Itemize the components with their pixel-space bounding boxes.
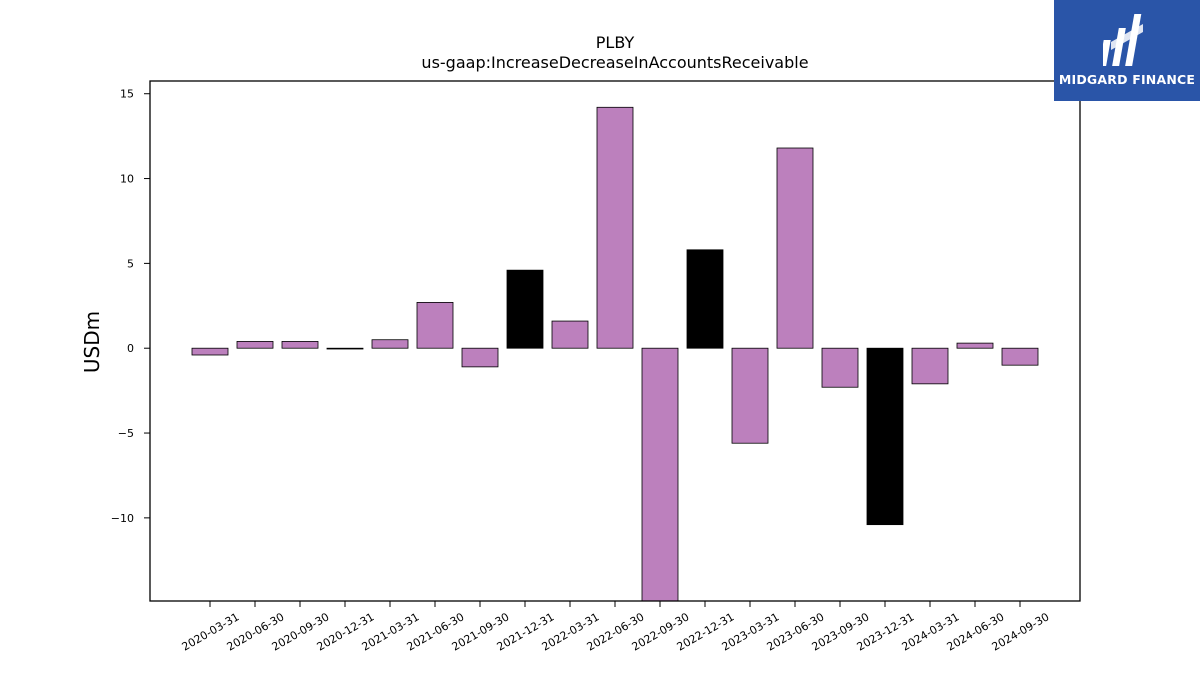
bar-2024-03-31 [911,347,949,385]
bar-2023-12-31 [866,347,904,526]
bar-2022-12-31 [686,249,724,349]
midgard-logo-icon [1103,14,1143,66]
bar-2021-09-30 [461,347,499,368]
bar-2022-03-31 [551,320,589,349]
bars-group [191,106,1039,602]
y-tick-label: 10 [120,173,134,186]
bar-2020-09-30 [281,341,319,349]
bar-2022-09-30 [641,347,679,602]
y-tick-label: 0 [127,342,134,355]
chart-subtitle: us-gaap:IncreaseDecreaseInAccountsReceiv… [421,53,808,72]
bar-2024-06-30 [956,342,994,349]
bar-2023-06-30 [776,147,814,349]
y-axis-ticks: 15 10 5 0 −5 −10 [111,88,150,525]
bar-2023-09-30 [821,347,859,388]
chart-title: PLBY [596,33,635,52]
y-tick-label: 5 [127,257,134,270]
bar-2020-12-31 [326,347,364,350]
bar-2020-06-30 [236,341,274,349]
bar-2023-03-31 [731,347,769,444]
y-tick-label: −5 [118,427,134,440]
brand-logo: MIDGARD FINANCE [1054,0,1200,101]
y-axis-label: USDm [80,311,104,373]
bar-2021-12-31 [506,269,544,349]
bar-2021-03-31 [371,339,409,349]
bar-2020-03-31 [191,347,229,356]
y-tick-label: 15 [120,88,134,101]
bar-2024-09-30 [1001,347,1039,366]
x-axis-ticks: 2020-03-312020-06-302020-09-302020-12-31… [180,601,1052,654]
bar-2021-06-30 [416,302,454,349]
y-tick-label: −10 [111,512,134,525]
brand-name: MIDGARD FINANCE [1058,72,1196,87]
bar-2022-06-30 [596,106,634,349]
